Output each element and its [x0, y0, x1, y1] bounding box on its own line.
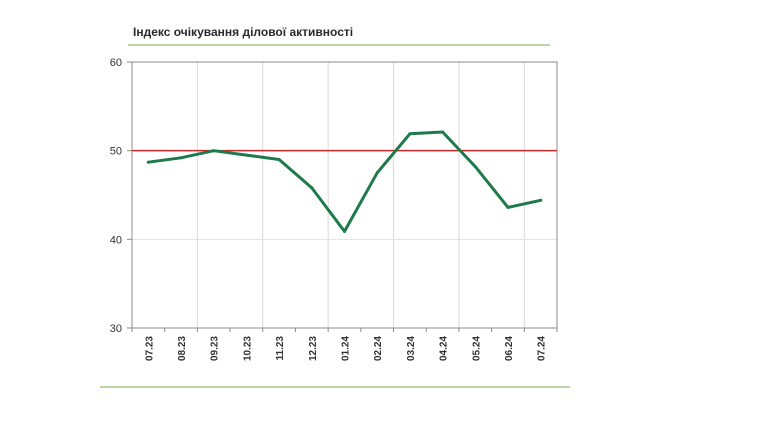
y-tick-label: 40 — [110, 234, 122, 246]
series-layer — [146, 130, 543, 233]
x-tick-label: 08.23 — [177, 336, 188, 361]
x-tick-label: 03.24 — [406, 336, 417, 361]
data-point — [539, 198, 543, 202]
y-axis: 30 40 50 60 — [110, 57, 132, 335]
x-tick-label: 11.23 — [275, 336, 286, 361]
data-point — [506, 205, 510, 209]
x-tick-label: 06.24 — [504, 336, 515, 361]
data-point — [441, 130, 445, 134]
x-tick-label: 07.23 — [144, 336, 155, 361]
plot-frame — [131, 61, 558, 329]
bottom-divider — [100, 386, 570, 388]
data-point — [343, 229, 346, 233]
x-tick-label: 12.23 — [308, 336, 319, 361]
data-point — [277, 158, 281, 161]
x-axis: 07.23 08.23 09.23 10.23 11.23 12.23 01.24 02.24… — [131, 328, 558, 361]
x-tick-label: 07.24 — [537, 336, 548, 361]
x-tick-label: 01.24 — [341, 336, 352, 361]
y-tick-label: 30 — [110, 323, 122, 335]
title-divider — [128, 44, 550, 46]
y-tick-label: 50 — [110, 146, 122, 158]
data-point — [375, 171, 379, 175]
chart-title: Індекс очікування ділової активності — [133, 25, 354, 39]
grid-layer — [131, 61, 558, 329]
data-point — [310, 186, 314, 190]
x-tick-label: 04.24 — [439, 336, 450, 361]
data-point — [408, 132, 412, 136]
x-tick-label: 05.24 — [471, 336, 482, 361]
data-point — [244, 153, 248, 157]
x-tick-label: 09.23 — [210, 336, 221, 361]
y-tick-label: 60 — [110, 57, 122, 69]
x-tick-label: 02.24 — [373, 336, 384, 361]
x-tick-label: 10.23 — [242, 336, 253, 361]
data-point — [179, 156, 183, 160]
series-line-0 — [146, 130, 543, 233]
data-point — [473, 165, 477, 169]
data-point — [146, 160, 150, 164]
data-point — [212, 149, 216, 153]
